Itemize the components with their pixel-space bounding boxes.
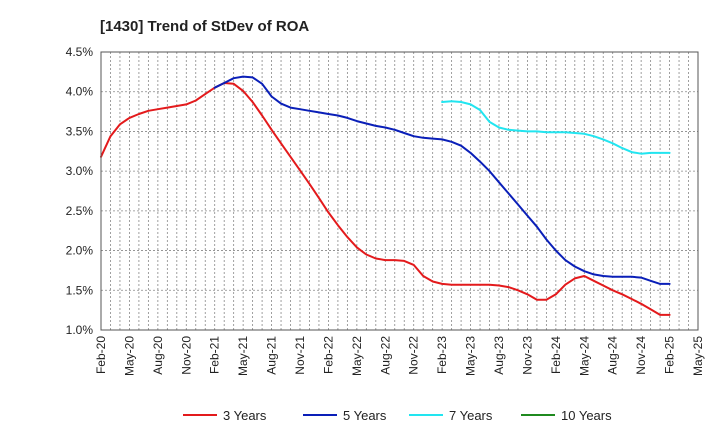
x-tick-label: Nov-23 bbox=[520, 336, 534, 375]
y-tick-label: 4.0% bbox=[66, 85, 94, 99]
legend-label-10-years: 10 Years bbox=[561, 408, 612, 423]
legend: 3 Years 5 Years 7 Years 10 Years bbox=[183, 408, 612, 423]
y-tick-label: 3.0% bbox=[66, 164, 94, 178]
x-tick-label: Feb-22 bbox=[321, 336, 335, 374]
x-tick-label: Aug-22 bbox=[378, 336, 392, 375]
x-tick-label: May-21 bbox=[236, 336, 250, 376]
y-tick-label: 3.5% bbox=[66, 124, 94, 138]
legend-label-3-years: 3 Years bbox=[223, 408, 267, 423]
plot-area-frame bbox=[100, 51, 699, 331]
x-tick-label: Feb-20 bbox=[94, 336, 108, 374]
x-tick-label: Feb-25 bbox=[663, 336, 677, 374]
x-tick-label: Feb-21 bbox=[208, 336, 222, 374]
x-tick-label: May-25 bbox=[691, 336, 705, 376]
y-tick-label: 2.5% bbox=[66, 204, 94, 218]
x-tick-label: Aug-20 bbox=[151, 336, 165, 375]
y-tick-label: 1.0% bbox=[66, 323, 94, 337]
x-tick-label: Aug-21 bbox=[265, 336, 279, 375]
x-tick-label: Feb-23 bbox=[435, 336, 449, 374]
x-axis-tick-labels: Feb-20 May-20 Aug-20 Nov-20 Feb-21 May-21 Aug-… bbox=[94, 336, 705, 376]
series-line-3-years bbox=[100, 82, 671, 316]
legend-label-5-years: 5 Years bbox=[343, 408, 387, 423]
x-tick-label: Nov-21 bbox=[293, 336, 307, 375]
x-tick-label: Aug-24 bbox=[606, 336, 620, 375]
x-tick-label: May-23 bbox=[464, 336, 478, 376]
y-tick-label: 1.5% bbox=[66, 283, 94, 297]
legend-label-7-years: 7 Years bbox=[449, 408, 493, 423]
x-tick-label: May-22 bbox=[350, 336, 364, 376]
series-lines bbox=[100, 75, 671, 316]
grid-lines bbox=[101, 52, 698, 330]
y-axis-tick-labels: 1.0% 1.5% 2.0% 2.5% 3.0% 3.5% 4.0% 4.5% bbox=[66, 45, 94, 337]
x-tick-label: Nov-24 bbox=[634, 336, 648, 375]
x-tick-label: Feb-24 bbox=[549, 336, 563, 374]
x-tick-label: Nov-22 bbox=[407, 336, 421, 375]
x-tick-label: Aug-23 bbox=[492, 336, 506, 375]
series-line-5-years bbox=[213, 75, 671, 285]
x-tick-label: May-24 bbox=[577, 336, 591, 376]
x-tick-label: Nov-20 bbox=[179, 336, 193, 375]
x-tick-label: May-20 bbox=[122, 336, 136, 376]
y-tick-label: 2.0% bbox=[66, 244, 94, 258]
chart-title: [1430] Trend of StDev of ROA bbox=[100, 18, 309, 35]
series-line-7-years bbox=[441, 100, 671, 155]
y-tick-label: 4.5% bbox=[66, 45, 94, 59]
